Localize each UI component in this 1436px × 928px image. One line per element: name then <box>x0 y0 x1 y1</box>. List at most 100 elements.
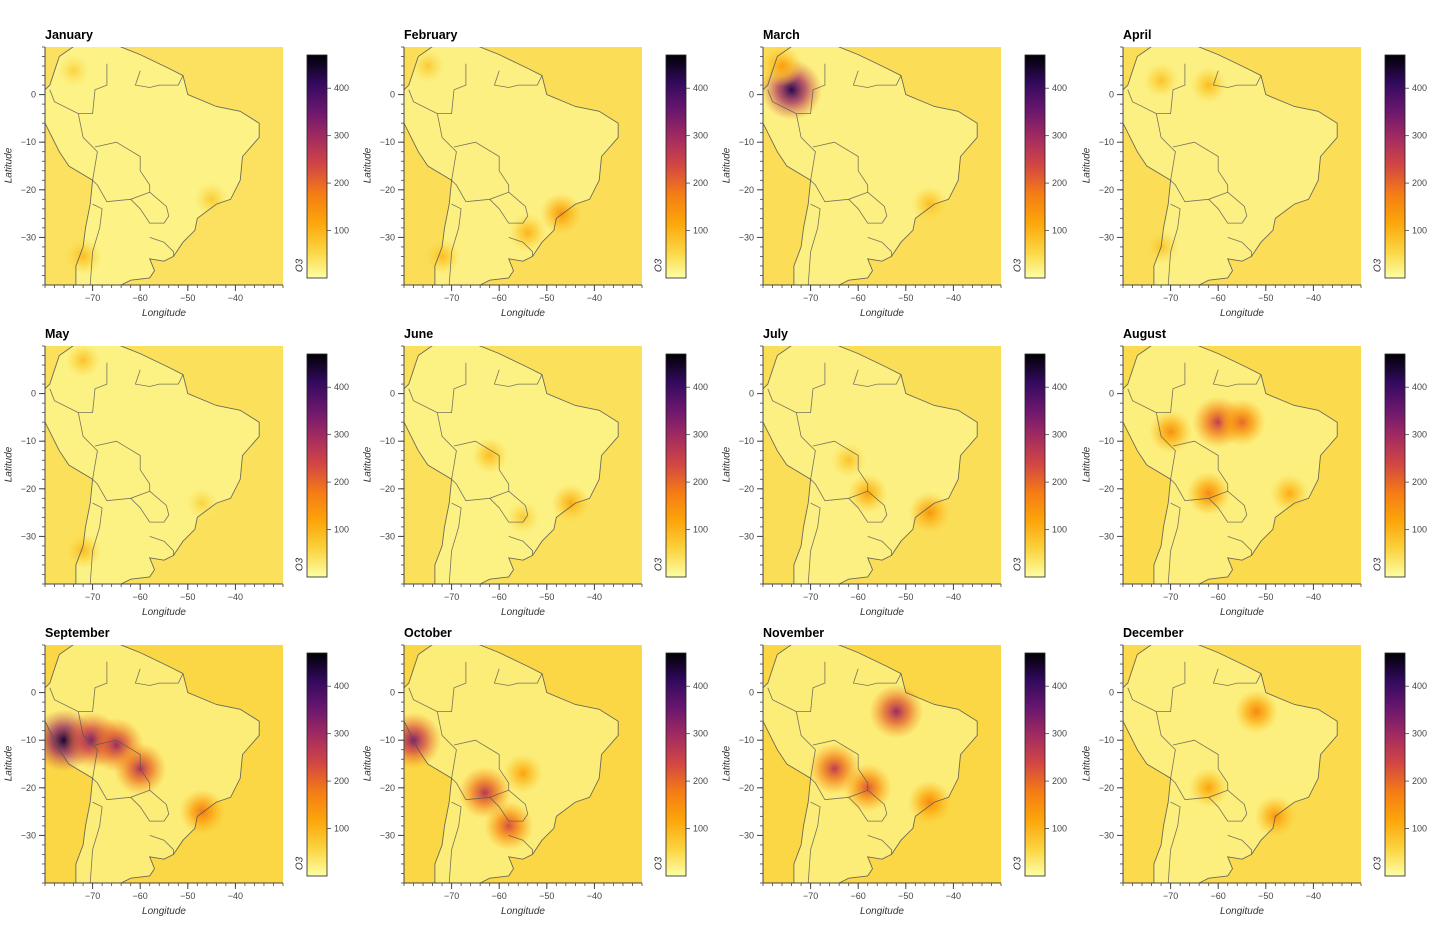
y-tick-label: −20 <box>380 783 395 793</box>
x-tick-label: −50 <box>898 891 913 901</box>
o3-hotspot <box>762 46 803 87</box>
o3-hotspot <box>65 532 102 569</box>
x-tick-label: −50 <box>180 891 195 901</box>
map-panel-october: October Latitude Longitude O3 −70 −60 −50 −40 0−… <box>359 598 709 894</box>
y-tick-label: −10 <box>1099 735 1114 745</box>
map-panel-may: May Latitude Longitude O3 −70 −60 −50 −40 0 −10 −2… <box>0 299 350 595</box>
y-tick-label: −10 <box>21 436 36 446</box>
map-panel-march: March Latitude Longitude O3 −70 −60 −50 −40 0 −10… <box>718 0 1068 296</box>
o3-hotspot <box>540 193 582 235</box>
y-tick-label: −20 <box>21 783 36 793</box>
colorbar <box>307 653 327 876</box>
map-panel-june: June Latitude Longitude O3 −70 −60 −50 −40 0 −10−… <box>359 299 709 595</box>
y-tick-label: 0 <box>1109 688 1114 698</box>
o3-hotspot <box>1189 768 1229 808</box>
colorbar <box>666 354 686 577</box>
colorbar-tick-label: 300 <box>1052 729 1067 739</box>
y-tick-label: 0 <box>749 90 754 100</box>
colorbar-tick-label: 300 <box>693 131 708 141</box>
map-plot: −70 −60 −50 −40 0 −10 −20 −30 100 200 300 400 <box>718 299 1068 629</box>
map-plot: −70 −60 −50 −40 0 −10 −20 −30 100 200 300 400 <box>1078 0 1428 330</box>
x-tick-label: −60 <box>492 891 507 901</box>
y-tick-label: −30 <box>739 232 754 242</box>
colorbar-tick-label: 300 <box>1412 729 1427 739</box>
x-tick-label: −70 <box>803 891 818 901</box>
o3-hotspot <box>1234 690 1278 734</box>
y-tick-label: −30 <box>1099 531 1114 541</box>
colorbar-tick-label: 100 <box>334 824 349 834</box>
y-tick-label: 0 <box>390 389 395 399</box>
colorbar-tick-label: 300 <box>1052 430 1067 440</box>
y-tick-label: −10 <box>380 735 395 745</box>
colorbar <box>307 55 327 278</box>
o3-hotspot <box>1190 67 1227 104</box>
colorbar-tick-label: 100 <box>693 525 708 535</box>
y-tick-label: −20 <box>380 484 395 494</box>
colorbar-tick-label: 300 <box>1052 131 1067 141</box>
y-tick-label: 0 <box>1109 389 1114 399</box>
o3-hotspot <box>509 214 547 252</box>
map-plot: −70 −60 −50 −40 0 −10 −20 −30 100 200 300 400 <box>1078 598 1428 928</box>
map-panel-august: August Latitude Longitude O3 −70 −60 −50 −40 0 −1… <box>1078 299 1428 595</box>
o3-hotspot <box>179 789 225 835</box>
x-tick-label: −50 <box>1258 891 1273 901</box>
colorbar-tick-label: 400 <box>693 83 708 93</box>
y-tick-label: −10 <box>1099 436 1114 446</box>
colorbar <box>1385 55 1405 278</box>
y-tick-label: 0 <box>749 389 754 399</box>
y-tick-label: −10 <box>380 436 395 446</box>
y-tick-label: −30 <box>21 232 36 242</box>
map-plot: −70 −60 −50 −40 0 −10 −20 −30 100 200 300 400 <box>718 0 1068 330</box>
colorbar-tick-label: 400 <box>693 681 708 691</box>
colorbar-tick-label: 200 <box>1052 178 1067 188</box>
colorbar-tick-label: 200 <box>693 178 708 188</box>
colorbar-tick-label: 300 <box>334 430 349 440</box>
y-tick-label: −30 <box>380 830 395 840</box>
colorbar-tick-label: 400 <box>1052 83 1067 93</box>
map-plot: −70 −60 −50 −40 0 −10 −20 −30 100 200 300 400 <box>0 598 350 928</box>
x-tick-label: −40 <box>228 891 243 901</box>
map-plot: −70 −60 −50 −40 0 −10 −20 −30 100 200 300 400 <box>359 598 709 928</box>
colorbar-tick-label: 300 <box>693 430 708 440</box>
y-tick-label: −30 <box>1099 232 1114 242</box>
colorbar-tick-label: 400 <box>1412 83 1427 93</box>
x-tick-label: −40 <box>946 891 961 901</box>
x-tick-label: −40 <box>1306 891 1321 901</box>
colorbar-tick-label: 100 <box>1052 525 1067 535</box>
colorbar-tick-label: 400 <box>334 83 349 93</box>
colorbar-tick-label: 200 <box>334 178 349 188</box>
y-tick-label: −10 <box>21 735 36 745</box>
o3-hotspot <box>869 685 923 739</box>
y-tick-label: 0 <box>1109 90 1114 100</box>
colorbar-tick-label: 100 <box>1412 226 1427 236</box>
map-plot: −70 −60 −50 −40 0 −10 −20 −30 100 200 300 400 <box>359 299 709 629</box>
o3-hotspot <box>506 500 540 534</box>
y-tick-label: 0 <box>31 688 36 698</box>
x-tick-label: −50 <box>539 891 554 901</box>
map-plot: −70 −60 −50 −40 0 −10 −20 −30 100 200 300 400 <box>718 598 1068 928</box>
map-panel-february: February Latitude Longitude O3 −70 −60 −50 −40 0… <box>359 0 709 296</box>
o3-hotspot <box>909 492 951 534</box>
y-tick-label: 0 <box>749 688 754 698</box>
colorbar-tick-label: 100 <box>334 226 349 236</box>
x-tick-label: −60 <box>1211 891 1226 901</box>
map-panel-january: January Latitude Longitude O3 −70 −60 −50 −40 0−… <box>0 0 350 296</box>
x-tick-label: −70 <box>1163 891 1178 901</box>
colorbar <box>1025 55 1045 278</box>
colorbar-tick-label: 100 <box>1052 824 1067 834</box>
map-plot: −70 −60 −50 −40 0 −10 −20 −30 100 200 300 400 <box>0 0 350 330</box>
colorbar-tick-label: 200 <box>1052 477 1067 487</box>
o3-hotspot <box>848 474 888 514</box>
y-tick-label: −10 <box>21 137 36 147</box>
y-tick-label: 0 <box>31 90 36 100</box>
colorbar-tick-label: 200 <box>693 477 708 487</box>
y-tick-label: −10 <box>739 137 754 147</box>
colorbar-tick-label: 100 <box>693 824 708 834</box>
y-tick-label: −20 <box>1099 484 1114 494</box>
y-tick-label: −30 <box>21 531 36 541</box>
y-tick-label: −30 <box>380 531 395 541</box>
o3-hotspot <box>194 182 228 216</box>
colorbar-tick-label: 400 <box>1052 382 1067 392</box>
x-tick-label: −70 <box>85 891 100 901</box>
map-plot: −70 −60 −50 −40 0 −10 −20 −30 100 200 300 400 <box>1078 299 1428 629</box>
